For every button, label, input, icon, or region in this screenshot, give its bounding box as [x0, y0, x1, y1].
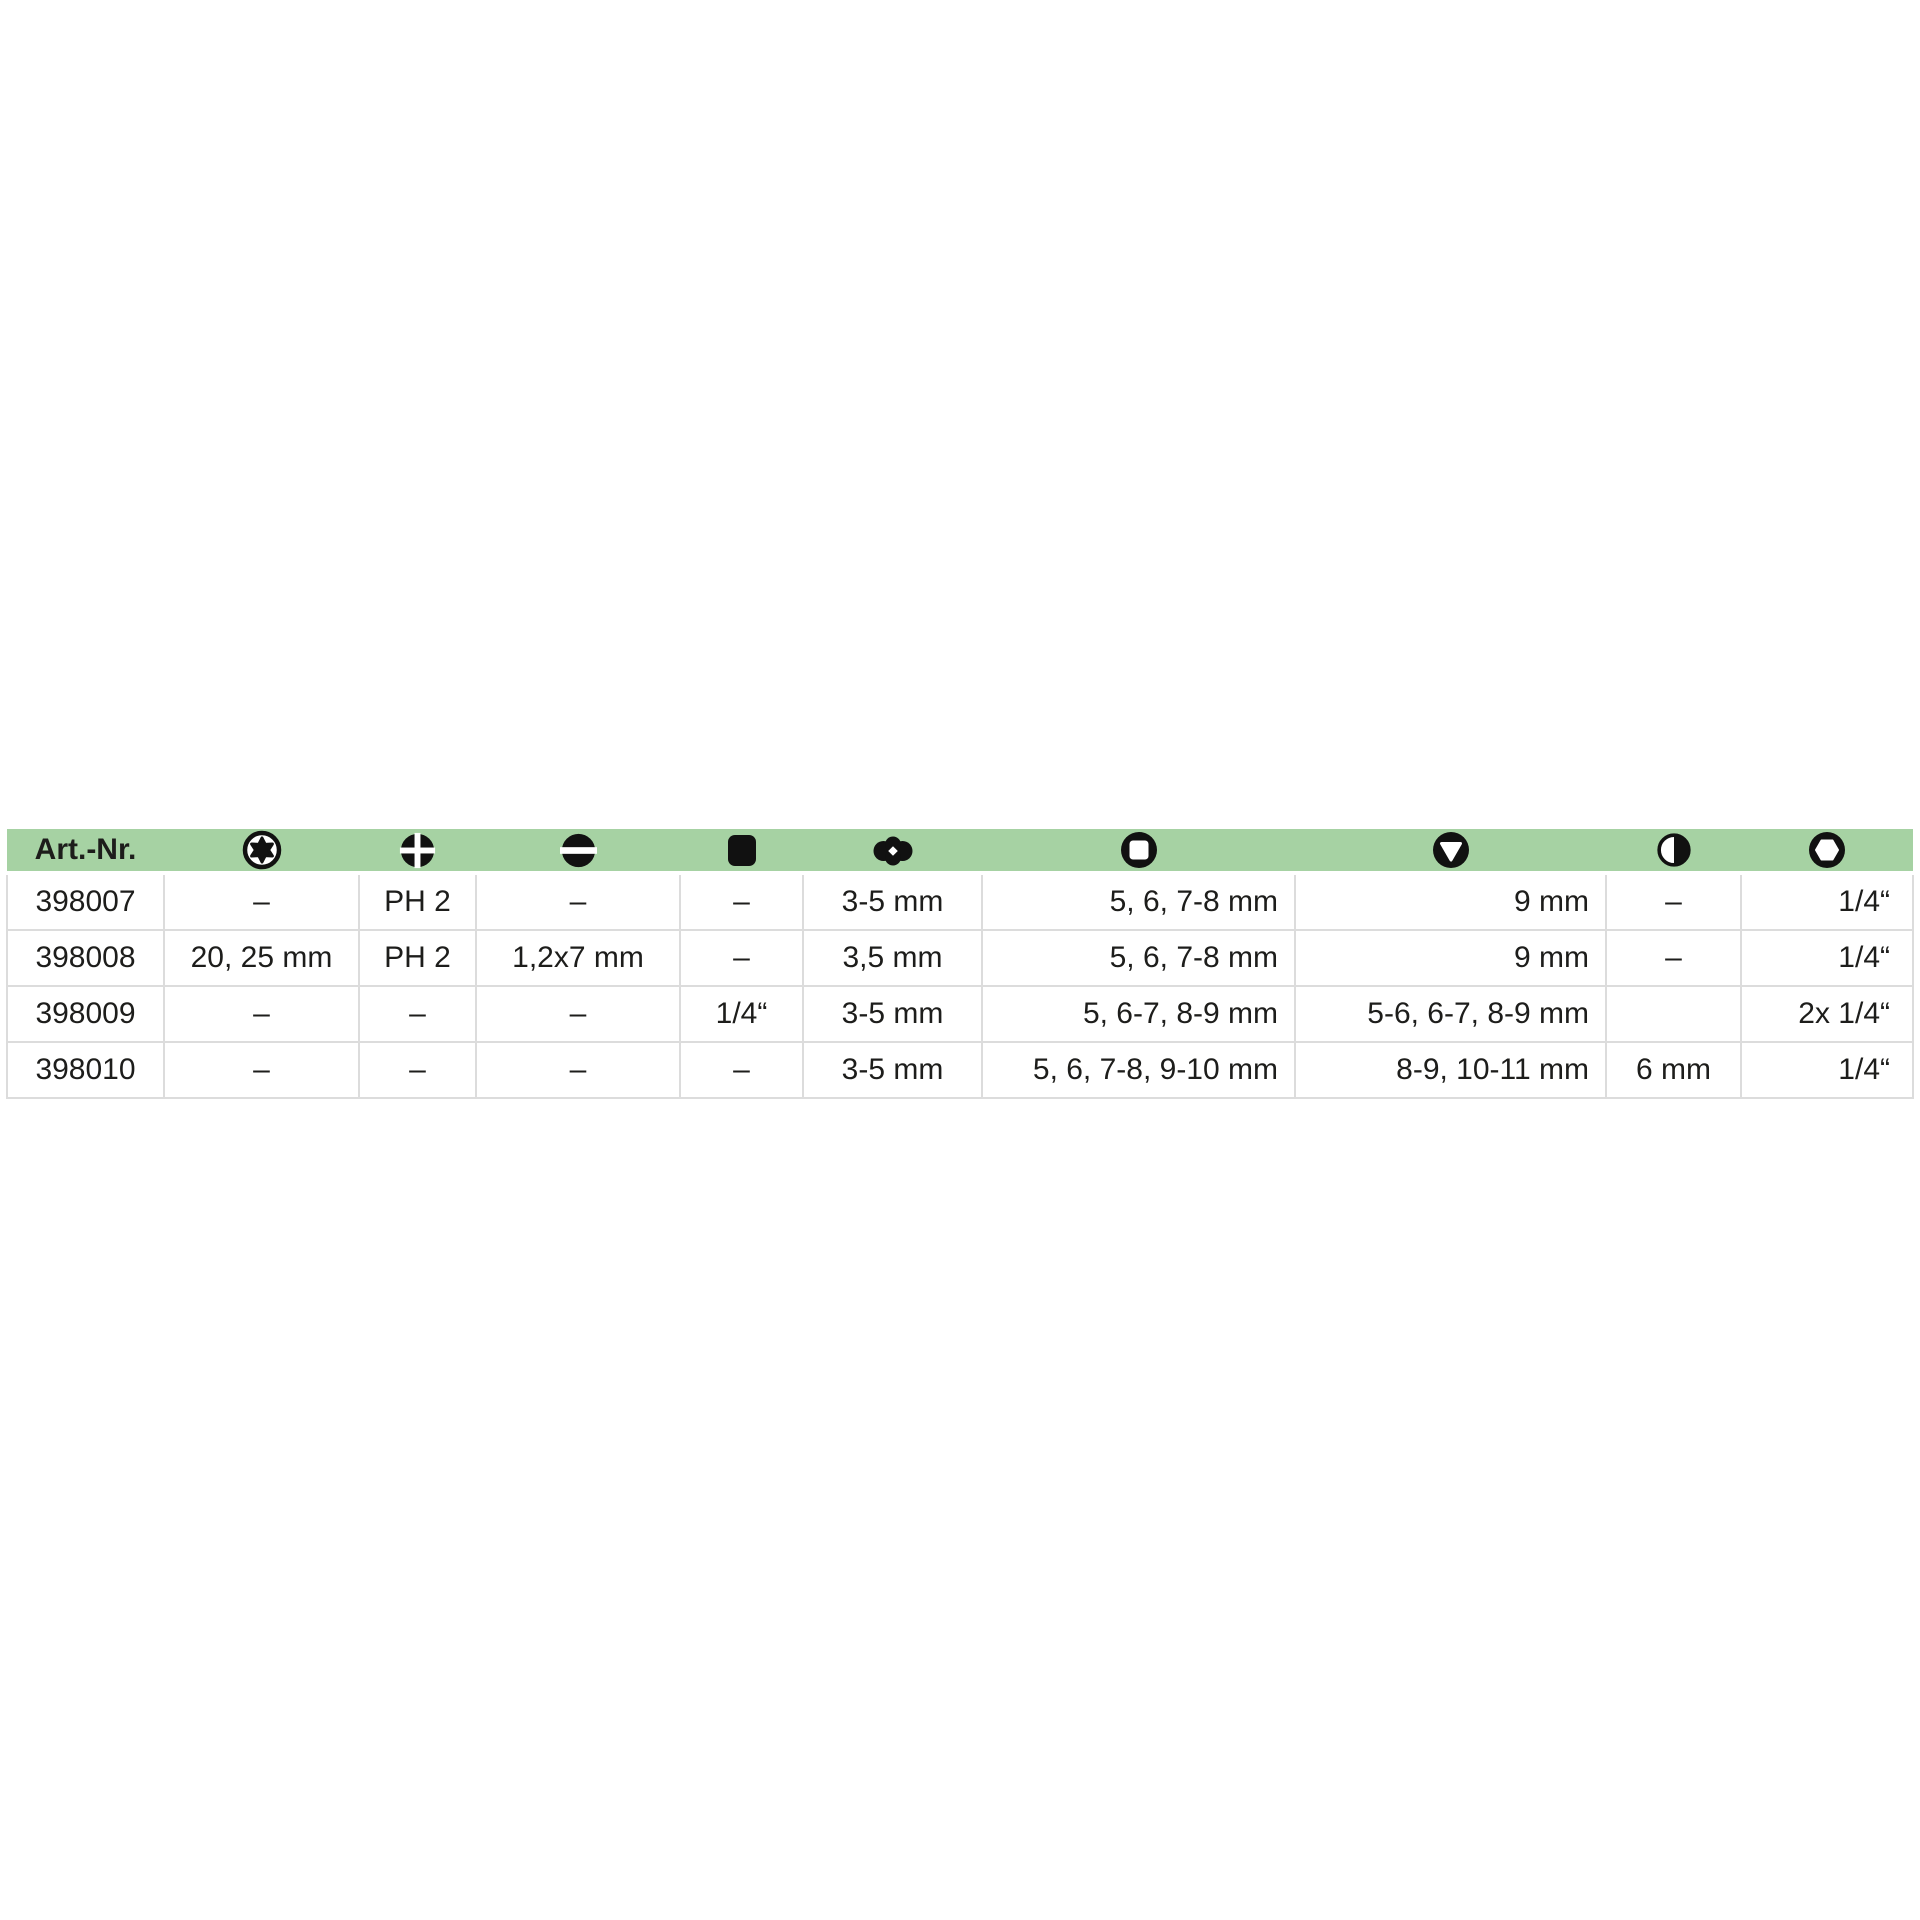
torx-cell: 20, 25 mm	[163, 929, 360, 987]
header-square	[680, 829, 803, 875]
header-torx	[164, 829, 359, 875]
half-circle-cell: 6 mm	[1605, 1041, 1742, 1099]
clover-cell: 3-5 mm	[802, 985, 983, 1043]
table-row: 398007 – PH 2 – – 3-5 mm 5, 6, 7-8 mm 9 …	[6, 872, 1914, 931]
header-slotted	[476, 829, 680, 875]
art-nr-cell: 398008	[6, 929, 165, 987]
header-phillips	[359, 829, 476, 875]
triangle-cell: 8-9, 10-11 mm	[1294, 1041, 1607, 1099]
phillips-icon	[399, 832, 436, 869]
half-circle-cell	[1605, 985, 1742, 1043]
square-socket-icon	[1119, 830, 1159, 870]
triangle-cell: 9 mm	[1294, 929, 1607, 987]
header-half-circle	[1606, 829, 1741, 875]
square-icon	[727, 834, 757, 867]
triangle-cell: 9 mm	[1294, 872, 1607, 931]
square-cell: –	[679, 872, 804, 931]
phillips-cell: PH 2	[358, 929, 477, 987]
square-socket-cell: 5, 6, 7-8 mm	[981, 929, 1296, 987]
table-row: 398009 – – – 1/4“ 3-5 mm 5, 6-7, 8-9 mm …	[6, 985, 1914, 1043]
square-cell: –	[679, 929, 804, 987]
square-cell: 1/4“	[679, 985, 804, 1043]
header-clover	[803, 829, 982, 875]
torx-cell: –	[163, 872, 360, 931]
table-row: 398010 – – – – 3-5 mm 5, 6, 7-8, 9-10 mm…	[6, 1041, 1914, 1099]
half-circle-cell: –	[1605, 929, 1742, 987]
phillips-cell: –	[358, 1041, 477, 1099]
hex-cell: 1/4“	[1740, 1041, 1914, 1099]
table-header: Art.-Nr.	[7, 829, 1913, 875]
phillips-cell: –	[358, 985, 477, 1043]
slotted-icon	[559, 832, 597, 869]
slotted-cell: –	[475, 872, 681, 931]
slotted-cell: –	[475, 985, 681, 1043]
torx-cell: –	[163, 1041, 360, 1099]
header-hex	[1741, 829, 1913, 875]
clover-cell: 3-5 mm	[802, 872, 983, 931]
hex-icon	[1807, 830, 1847, 870]
square-socket-cell: 5, 6, 7-8, 9-10 mm	[981, 1041, 1296, 1099]
triangle-icon	[1431, 830, 1471, 870]
square-socket-cell: 5, 6, 7-8 mm	[981, 872, 1296, 931]
table-row: 398008 20, 25 mm PH 2 1,2x7 mm – 3,5 mm …	[6, 929, 1914, 987]
square-socket-cell: 5, 6-7, 8-9 mm	[981, 985, 1296, 1043]
half-circle-icon	[1656, 832, 1692, 868]
art-nr-cell: 398010	[6, 1041, 165, 1099]
header-square-socket	[982, 829, 1295, 875]
clover-cell: 3-5 mm	[802, 1041, 983, 1099]
half-circle-cell: –	[1605, 872, 1742, 931]
slotted-cell: –	[475, 1041, 681, 1099]
clover-cell: 3,5 mm	[802, 929, 983, 987]
art-nr-cell: 398007	[6, 872, 165, 931]
clover-icon	[871, 835, 915, 867]
slotted-cell: 1,2x7 mm	[475, 929, 681, 987]
hex-cell: 1/4“	[1740, 929, 1914, 987]
art-nr-label: Art.-Nr.	[34, 833, 137, 866]
square-cell: –	[679, 1041, 804, 1099]
header-art-nr: Art.-Nr.	[7, 829, 164, 875]
bit-spec-table: Art.-Nr.	[6, 829, 1914, 1099]
torx-icon	[242, 830, 282, 870]
hex-cell: 2x 1/4“	[1740, 985, 1914, 1043]
triangle-cell: 5-6, 6-7, 8-9 mm	[1294, 985, 1607, 1043]
phillips-cell: PH 2	[358, 872, 477, 931]
art-nr-cell: 398009	[6, 985, 165, 1043]
torx-cell: –	[163, 985, 360, 1043]
header-row: Art.-Nr.	[7, 829, 1913, 875]
hex-cell: 1/4“	[1740, 872, 1914, 931]
table-body: 398007 – PH 2 – – 3-5 mm 5, 6, 7-8 mm 9 …	[6, 872, 1914, 1099]
header-triangle	[1295, 829, 1606, 875]
